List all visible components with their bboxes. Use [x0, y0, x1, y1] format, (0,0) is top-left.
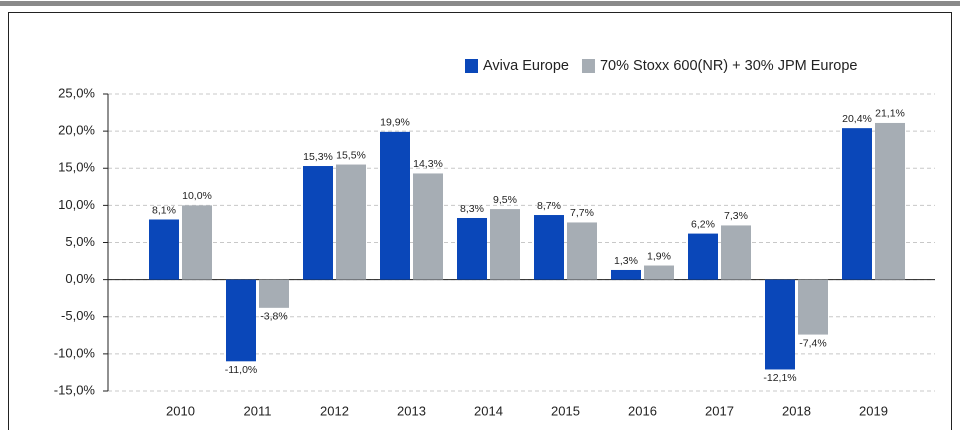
x-tick-label: 2013 — [397, 403, 426, 418]
value-label: 20,4% — [842, 113, 872, 125]
value-label: 8,3% — [460, 203, 484, 215]
bar — [721, 225, 751, 280]
value-label: 21,1% — [875, 108, 905, 120]
value-label: -11,0% — [225, 364, 258, 376]
frame — [8, 12, 952, 430]
y-tick-label: -5,0% — [61, 308, 95, 323]
bar — [567, 222, 597, 280]
value-label: 19,9% — [380, 117, 410, 129]
y-tick-label: 25,0% — [58, 85, 95, 100]
value-label: -12,1% — [763, 372, 796, 384]
y-tick-label: 10,0% — [58, 197, 95, 212]
y-tick-label: 15,0% — [58, 160, 95, 175]
value-label: 15,5% — [336, 149, 366, 161]
bar — [336, 164, 366, 280]
value-label: 14,3% — [413, 158, 443, 170]
top-bar — [0, 1, 960, 6]
bar — [875, 122, 905, 280]
value-label: 1,3% — [614, 255, 638, 267]
bar — [259, 279, 289, 308]
x-tick-label: 2015 — [551, 403, 580, 418]
bar — [688, 233, 718, 280]
bar — [644, 265, 674, 280]
x-tick-label: 2016 — [628, 403, 657, 418]
bar — [303, 166, 333, 280]
value-label: 7,3% — [724, 210, 748, 222]
bar — [534, 215, 564, 280]
y-tick-label: -15,0% — [54, 382, 96, 397]
legend-swatch — [581, 59, 595, 73]
bar — [182, 205, 212, 280]
x-tick-label: 2014 — [474, 403, 503, 418]
bar — [842, 128, 872, 280]
x-tick-label: 2011 — [244, 403, 272, 418]
bar — [490, 209, 520, 280]
x-tick-label: 2019 — [859, 403, 888, 418]
y-tick-label: 5,0% — [65, 234, 95, 249]
value-label: 10,0% — [182, 190, 212, 202]
value-label: 8,7% — [537, 200, 561, 212]
value-label: 8,1% — [152, 204, 176, 216]
value-label: 7,7% — [570, 207, 594, 219]
value-label: 15,3% — [303, 151, 333, 163]
x-tick-label: 2018 — [782, 403, 811, 418]
value-label: -3,8% — [260, 311, 287, 323]
value-label: 1,9% — [647, 250, 671, 262]
bar — [149, 219, 179, 280]
legend-label: 70% Stoxx 600(NR) + 30% JPM Europe — [600, 58, 858, 74]
y-tick-label: 20,0% — [58, 123, 95, 138]
bar — [413, 173, 443, 280]
legend-swatch — [465, 59, 478, 73]
bar — [380, 131, 410, 280]
bar — [765, 279, 795, 370]
value-label: -7,4% — [799, 337, 826, 349]
bar — [611, 269, 641, 280]
x-tick-label: 2010 — [166, 403, 195, 418]
value-label: 6,2% — [691, 218, 715, 230]
bar — [226, 279, 256, 362]
value-label: 9,5% — [493, 194, 517, 206]
y-tick-label: -10,0% — [54, 345, 96, 360]
y-tick-label: 0,0% — [65, 271, 95, 286]
x-tick-label: 2012 — [320, 403, 349, 418]
x-tick-label: 2017 — [705, 403, 734, 418]
bar — [798, 279, 828, 335]
legend-label: Aviva Europe — [483, 58, 569, 74]
bar — [457, 217, 487, 280]
